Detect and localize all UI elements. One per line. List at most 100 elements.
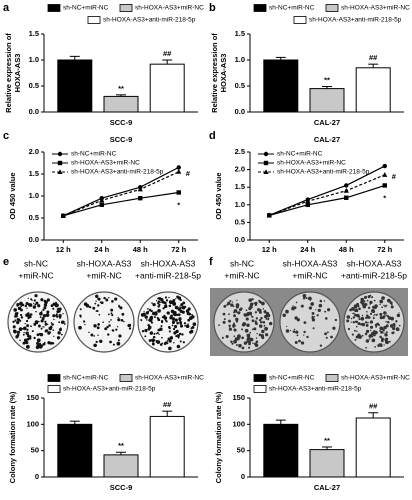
colony — [171, 321, 175, 324]
colony — [233, 328, 237, 332]
colony — [95, 340, 98, 344]
colony — [98, 313, 101, 316]
colony — [228, 313, 230, 316]
colony — [40, 298, 44, 302]
colony — [303, 334, 305, 336]
colony — [398, 324, 401, 327]
colony — [157, 308, 161, 313]
colony — [26, 307, 28, 309]
chart-title: CAL-27 — [314, 135, 340, 144]
legend-label: sh-HOXA-AS3+miR-NC — [135, 5, 204, 12]
colony — [252, 342, 254, 345]
colony — [177, 308, 181, 311]
colony — [294, 340, 298, 344]
image-label: sh-NC — [24, 258, 48, 268]
point — [305, 202, 310, 207]
colony — [385, 304, 388, 307]
colony — [386, 298, 391, 303]
colony — [259, 300, 262, 304]
colony — [109, 340, 112, 344]
colony — [231, 342, 234, 345]
colony — [60, 320, 65, 324]
legend-marker — [263, 160, 269, 166]
colony — [141, 329, 145, 333]
colony — [389, 301, 393, 305]
colony — [42, 308, 45, 311]
colony — [346, 315, 351, 319]
colony — [35, 345, 40, 350]
colony — [25, 344, 30, 349]
colony — [97, 304, 100, 307]
y-tick-label: 1.5 — [29, 29, 39, 38]
colony — [248, 311, 253, 316]
colony — [33, 322, 37, 326]
colony — [396, 313, 401, 318]
colony — [361, 314, 364, 317]
colony — [172, 327, 176, 331]
colony — [170, 309, 175, 314]
colony — [162, 307, 165, 310]
colony — [249, 302, 254, 307]
colony — [38, 320, 40, 323]
colony — [246, 333, 251, 338]
colony — [303, 330, 306, 334]
colony — [35, 301, 39, 305]
colony — [179, 322, 182, 325]
colony — [315, 309, 317, 311]
y-tick-label: 2.5 — [235, 147, 245, 156]
colony — [384, 338, 388, 342]
colony — [241, 336, 244, 340]
colony — [26, 312, 30, 315]
colony — [53, 335, 55, 337]
colony — [93, 343, 97, 348]
colony — [150, 321, 154, 324]
colony — [383, 304, 385, 307]
colony — [350, 321, 352, 323]
legend-swatch — [325, 4, 339, 12]
colony — [261, 301, 265, 306]
colony — [235, 320, 239, 323]
colony — [352, 320, 356, 324]
colony — [264, 326, 269, 331]
colony — [388, 340, 391, 343]
colony — [34, 303, 37, 306]
legend-label: sh-HOXA-AS3+miR-NC — [71, 160, 140, 167]
colony — [120, 318, 124, 322]
point — [382, 172, 388, 177]
bar — [263, 59, 299, 113]
colony — [48, 331, 51, 334]
colony — [55, 315, 59, 318]
bar — [355, 67, 391, 113]
y-axis-label: Colony formation rate (%) — [214, 391, 223, 483]
colony — [59, 327, 62, 330]
colony — [375, 325, 378, 328]
legend-label: sh-HOXA-AS3+anti-miR-218-5p — [71, 169, 164, 176]
colony — [355, 325, 358, 328]
legend-marker — [57, 169, 63, 174]
colony — [25, 319, 29, 323]
y-tick-label: 0.5 — [29, 213, 39, 222]
point — [176, 165, 181, 170]
colony — [160, 325, 163, 327]
x-tick-label: 72 h — [377, 245, 392, 254]
colony — [114, 297, 118, 301]
colony — [306, 335, 309, 339]
y-axis-label: OD 450 value — [8, 172, 17, 219]
colony — [107, 333, 110, 336]
colony — [110, 308, 114, 312]
colony — [353, 329, 356, 332]
y-tick-label: 50 — [31, 446, 39, 455]
colony — [245, 309, 248, 312]
colony — [182, 301, 186, 305]
point — [305, 198, 311, 204]
dish — [279, 291, 341, 353]
colony — [239, 307, 243, 310]
colony — [62, 312, 64, 315]
colony — [377, 344, 381, 348]
colony — [360, 297, 365, 302]
colony — [385, 320, 387, 323]
line — [269, 165, 386, 216]
colony — [250, 298, 252, 300]
colony — [20, 303, 23, 306]
colony — [390, 305, 394, 309]
